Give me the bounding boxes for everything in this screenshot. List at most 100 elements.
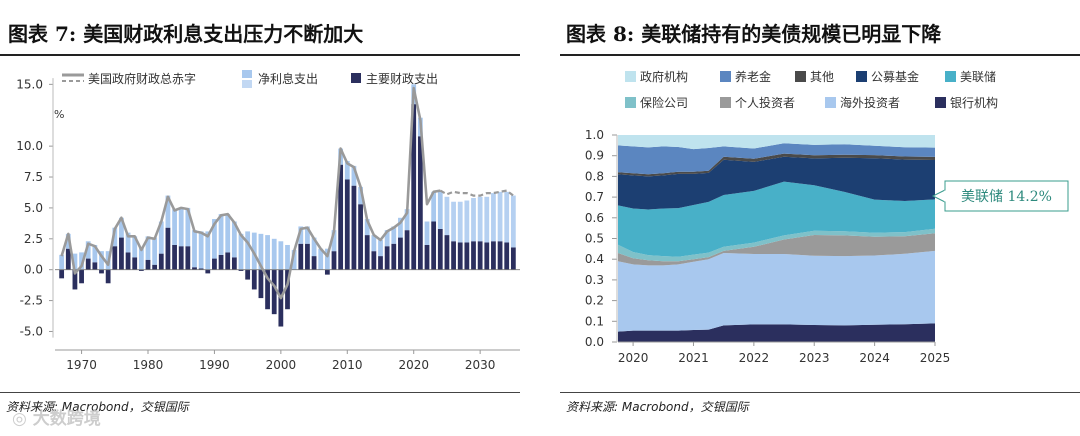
x-tick-label: 2010	[332, 358, 363, 372]
bar-primary	[431, 221, 437, 270]
bar-interest	[451, 201, 456, 242]
bar-interest	[378, 240, 383, 257]
bar-primary	[324, 269, 330, 275]
y-tick-label: 0.8	[585, 169, 604, 183]
legend-swatch	[945, 71, 956, 82]
legend-swatch-interest	[242, 70, 252, 78]
bar-primary	[138, 269, 144, 271]
legend-swatch	[720, 71, 731, 82]
y-tick-label: 0.0	[24, 263, 43, 277]
bar-interest	[497, 191, 503, 242]
bar-primary	[218, 254, 224, 270]
bar-interest	[132, 236, 138, 258]
bar-primary	[192, 267, 197, 270]
bar-primary	[364, 235, 370, 270]
right-chart-title: 图表 8: 美联储持有的美债规模已明显下降	[566, 22, 942, 46]
area-series	[618, 156, 935, 210]
y-tick-label: 0.7	[585, 190, 604, 204]
bar-primary	[125, 252, 131, 270]
bar-interest	[185, 207, 191, 247]
bar-primary	[398, 237, 403, 270]
y-tick-label: -2.5	[20, 294, 43, 308]
bar-primary	[358, 204, 363, 270]
bar-interest	[72, 253, 78, 270]
bar-primary	[417, 136, 423, 270]
bar-primary	[344, 179, 350, 270]
y-tick-label: 15.0	[16, 77, 43, 91]
area-series	[618, 250, 935, 332]
bar-primary	[225, 252, 231, 270]
callout-box	[944, 180, 1069, 212]
bar-primary	[105, 269, 111, 284]
bar-primary	[158, 253, 164, 270]
y-tick-label: 0.1	[585, 314, 604, 328]
x-tick-label: 2022	[739, 351, 770, 365]
bar-interest	[364, 219, 370, 236]
bar-interest	[152, 237, 158, 265]
x-tick-label: 2024	[859, 351, 890, 365]
x-tick-label: 2000	[266, 358, 297, 372]
bar-primary	[477, 241, 483, 270]
bar-primary	[504, 242, 510, 270]
bar-interest	[431, 191, 437, 222]
bar-primary	[411, 104, 417, 270]
callout-pointer	[931, 189, 946, 203]
legend-label: 公募基金	[871, 69, 919, 84]
bar-primary	[238, 269, 244, 271]
bar-primary	[457, 242, 463, 270]
bar-interest	[158, 221, 164, 254]
bar-interest	[318, 248, 324, 270]
bar-primary	[371, 251, 377, 270]
x-tick-label: 2030	[465, 358, 496, 372]
bar-primary	[258, 269, 264, 299]
bar-interest	[205, 231, 211, 270]
y-tick-label: 0.4	[585, 252, 604, 266]
right-chart-panel: 图表 8: 美联储持有的美债规模已明显下降 政府机构 养老金 其他 公募基金 美联储 保险…	[560, 0, 1080, 436]
legend-label: 保险公司	[640, 95, 688, 110]
left-bar-chart: 美国政府财政总赤字 净利息支出 主要财政支出% 15.0 10.0 7.5 5.0 2.5 0.…	[16, 70, 520, 372]
legend-label-deficit: 美国政府财政总赤字	[88, 71, 196, 86]
bar-primary	[59, 269, 65, 279]
bar-primary	[305, 243, 310, 270]
area-series	[618, 323, 935, 342]
bar-primary	[391, 243, 397, 270]
left-chart-panel: 图表 7: 美国财政利息支出压力不断加大 美国政府财政总赤字 净利息支出 主要财政支…	[0, 0, 530, 436]
legend-label: 个人投资者	[735, 95, 795, 110]
legend-swatch	[625, 97, 636, 108]
bar-interest	[278, 241, 284, 270]
bar-primary	[298, 243, 304, 270]
bar-interest	[92, 244, 98, 263]
bar-primary	[384, 246, 390, 270]
bar-interest	[271, 238, 277, 270]
bar-primary	[331, 251, 337, 270]
y-tick-label: 7.5	[24, 170, 43, 184]
left-title-rule	[0, 54, 520, 56]
bar-interest	[99, 251, 104, 270]
bar-interest	[510, 195, 516, 248]
legend-label: 政府机构	[640, 69, 688, 84]
left-source-note: 资料来源: Macrobond，交银国际	[6, 400, 189, 414]
bar-interest	[112, 227, 118, 247]
y-tick-label: 0.0	[585, 335, 604, 349]
bar-interest	[404, 209, 410, 231]
bar-primary	[231, 257, 237, 270]
bar-primary	[285, 269, 290, 310]
bar-primary	[165, 227, 171, 270]
bar-interest	[358, 186, 363, 205]
y-tick-label: 2.5	[24, 232, 43, 246]
bar-primary	[198, 268, 204, 270]
bar-primary	[471, 241, 476, 270]
bar-interest	[491, 193, 496, 242]
bar-primary	[132, 257, 138, 270]
bar-interest	[305, 226, 310, 244]
bar-interest	[344, 160, 350, 180]
bar-interest	[351, 165, 357, 186]
legend-swatch	[856, 71, 867, 82]
bar-primary	[265, 269, 270, 310]
legend-label: 养老金	[735, 69, 771, 84]
y-tick-label: 0.6	[585, 211, 604, 225]
bar-interest	[457, 201, 463, 243]
bar-interest	[138, 247, 144, 270]
bar-interest	[311, 237, 317, 257]
